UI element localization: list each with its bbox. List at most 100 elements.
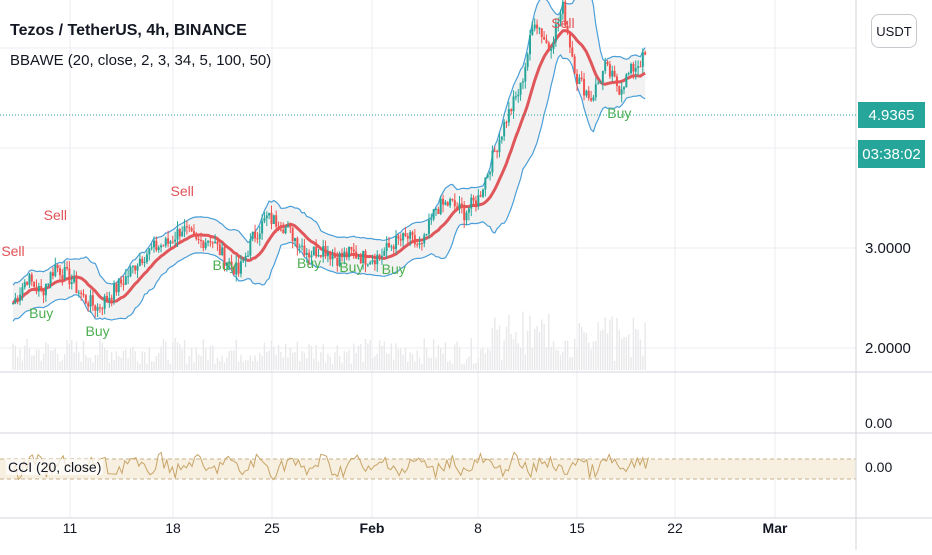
- volume-bar: [475, 363, 477, 370]
- candle-body: [559, 13, 562, 23]
- volume-bars: [12, 311, 646, 370]
- volume-bar: [141, 351, 143, 370]
- candle-body: [571, 47, 574, 57]
- volume-bar: [205, 348, 207, 370]
- candle-body: [296, 238, 299, 248]
- candle-body: [388, 243, 390, 247]
- volume-bar: [576, 348, 578, 370]
- volume-bar: [120, 357, 122, 370]
- candle-body: [392, 246, 395, 250]
- volume-bar: [454, 344, 456, 370]
- candle-body: [348, 246, 351, 258]
- candle-body: [44, 284, 47, 296]
- candle-body: [68, 268, 71, 285]
- volume-bar: [616, 318, 618, 370]
- volume-bar: [409, 352, 411, 370]
- candle-body: [200, 239, 202, 241]
- cci-band-fill: [0, 459, 856, 479]
- volume-bar: [214, 363, 216, 370]
- candle-body: [324, 246, 327, 257]
- candle-body: [28, 274, 31, 285]
- volume-bar: [80, 361, 82, 370]
- volume-bar: [322, 344, 324, 370]
- indicator-legend[interactable]: BBAWE (20, close, 2, 3, 34, 5, 100, 50): [10, 52, 272, 69]
- candle-body: [230, 261, 233, 267]
- volume-bar: [468, 356, 470, 370]
- price-tick-label: 2.0000: [865, 340, 911, 357]
- volume-bar: [642, 355, 644, 370]
- volume-bar: [536, 325, 538, 370]
- volume-bar: [108, 362, 111, 370]
- last-price-tag: 4.9365: [858, 102, 925, 128]
- time-axis: 11 18 25 Feb 8 15 22 Mar: [63, 520, 788, 536]
- candle-body: [80, 292, 83, 294]
- candle-body: [51, 272, 54, 276]
- candle-body: [514, 96, 517, 98]
- volume-bar: [219, 360, 221, 370]
- candle-body: [627, 73, 630, 75]
- volume-bar: [357, 345, 360, 370]
- volume-bar: [45, 342, 47, 370]
- volume-bar: [498, 325, 501, 370]
- volume-bar: [381, 346, 383, 370]
- candle-body: [66, 266, 69, 269]
- grid-lines: [0, 0, 856, 518]
- time-tick-label: 11: [63, 520, 78, 536]
- candle-body: [84, 295, 87, 304]
- volume-bar: [421, 363, 423, 370]
- candle-body: [329, 252, 332, 260]
- volume-bar: [564, 341, 566, 370]
- candle-body: [423, 234, 426, 244]
- candle-body: [371, 260, 374, 263]
- volume-bar: [26, 338, 28, 370]
- candle-body: [239, 261, 242, 274]
- candle-body: [312, 246, 315, 256]
- candle-body: [40, 285, 43, 291]
- volume-bar: [338, 355, 341, 370]
- volume-bar: [541, 319, 543, 370]
- volume-bar: [336, 345, 338, 370]
- volume-bar: [118, 355, 120, 370]
- volume-bar: [315, 345, 317, 370]
- candle-body: [427, 220, 430, 234]
- candle-body: [108, 297, 111, 301]
- candle-body: [103, 296, 106, 309]
- symbol-title[interactable]: Tezos / TetherUS, 4h, BINANCE: [10, 22, 247, 39]
- candle-body: [404, 233, 407, 236]
- candle-body: [336, 257, 339, 266]
- candle-body: [355, 251, 358, 259]
- volume-bar: [101, 342, 103, 370]
- candle-body: [418, 243, 421, 245]
- volume-bar: [402, 355, 404, 370]
- candle-body: [98, 307, 101, 309]
- volume-bar: [644, 322, 646, 370]
- volume-bar: [162, 339, 165, 370]
- currency-button[interactable]: USDT: [871, 14, 917, 48]
- volume-bar: [447, 361, 449, 370]
- volume-bar: [284, 343, 287, 370]
- volume-bar: [534, 328, 536, 370]
- volume-bar: [256, 361, 259, 370]
- volume-bar: [87, 357, 89, 370]
- countdown-tag: 03:38:02: [858, 140, 925, 168]
- candle-body: [399, 238, 402, 241]
- volume-bar: [440, 347, 442, 370]
- volume-bar: [296, 341, 299, 370]
- candle-body: [160, 245, 163, 248]
- candle-body: [453, 200, 456, 207]
- volume-bar: [38, 349, 40, 370]
- cci-legend[interactable]: CCI (20, close): [6, 459, 104, 475]
- candle-body: [590, 98, 593, 101]
- candle-body: [164, 238, 167, 246]
- volume-bar: [639, 339, 642, 370]
- candle-body: [178, 229, 181, 237]
- candle-body: [385, 243, 388, 252]
- volume-bar: [364, 338, 367, 370]
- candle-body: [289, 225, 292, 228]
- volume-bar: [28, 348, 31, 370]
- candle-body: [73, 277, 76, 283]
- candle-body: [209, 241, 212, 243]
